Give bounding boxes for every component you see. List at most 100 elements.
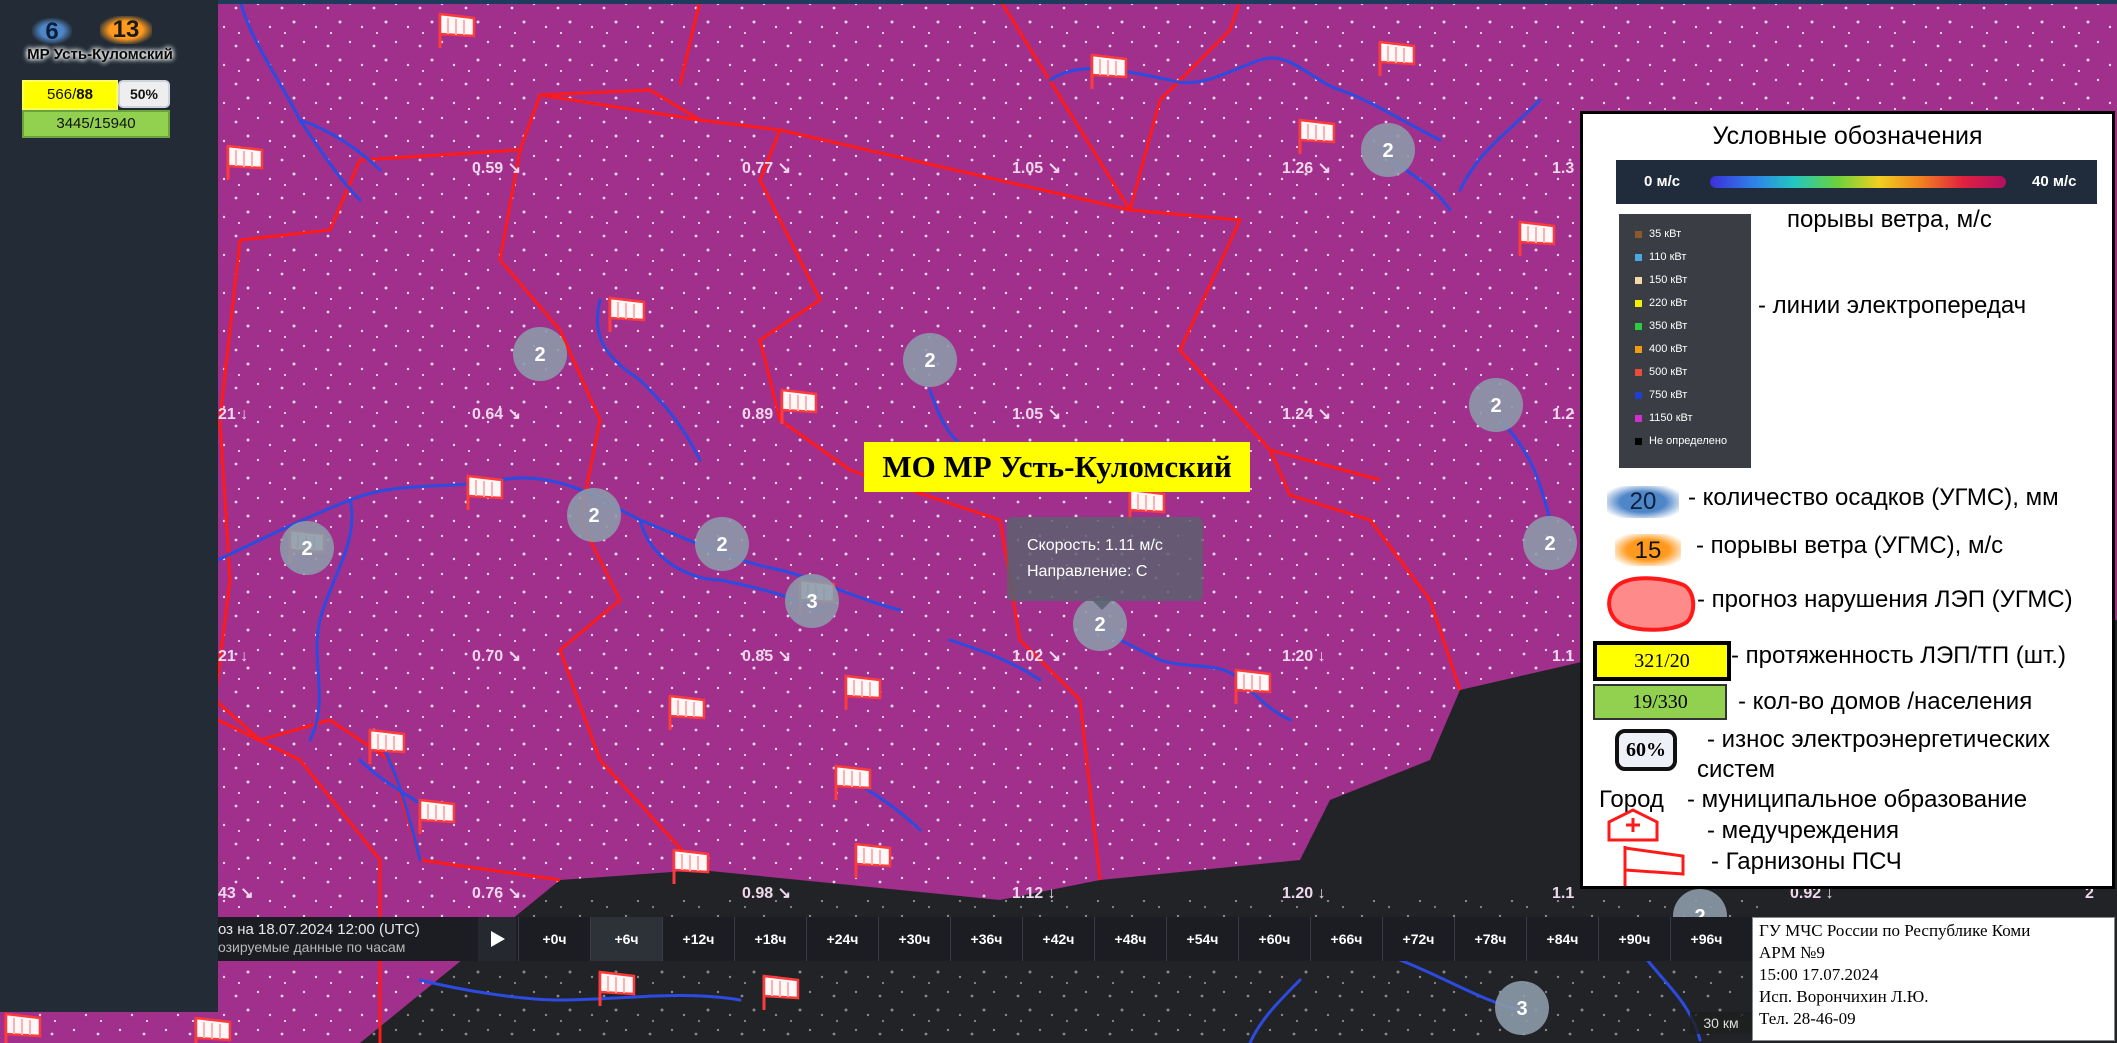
wear-sample: 60% <box>1615 729 1677 771</box>
wind-label: 1.05 ↘ <box>1012 406 1061 423</box>
cluster-marker[interactable]: 3 <box>1495 981 1549 1035</box>
svg-text:2: 2 <box>1382 140 1393 162</box>
stamp-org: ГУ МЧС России по Республике Коми <box>1759 921 2031 940</box>
timeline-step[interactable]: +24ч <box>806 917 878 961</box>
voltage-swatch <box>1635 368 1642 376</box>
timeline-step[interactable]: +18ч <box>734 917 806 961</box>
timeline-step[interactable]: +90ч <box>1598 917 1670 961</box>
cluster-marker[interactable]: 2 <box>903 333 957 387</box>
wind-label: 1.20 ↓ <box>1282 648 1326 665</box>
wind-label: 0.89 <box>742 406 773 423</box>
voltage-swatch <box>1635 322 1642 330</box>
tooltip-speed: Скорость: 1.11 м/с <box>1027 537 1163 554</box>
play-button[interactable] <box>478 917 516 961</box>
voltage-swatch <box>1635 345 1642 353</box>
garrison-caption: - Гарнизоны ПСЧ <box>1711 848 1902 875</box>
cluster-marker[interactable]: 2 <box>280 521 334 575</box>
voltage-swatch <box>1635 253 1642 261</box>
timeline-step[interactable]: +6ч <box>590 917 662 961</box>
forecast-timeline: оз на 18.07.2024 12:00 (UTC) озируемые д… <box>218 917 1752 961</box>
forecast-outage-icon <box>1607 576 1696 632</box>
timeline-step[interactable]: +30ч <box>878 917 950 961</box>
wind-scale-min: 0 м/с <box>1644 173 1681 190</box>
district-name[interactable]: МР Усть-Куломский <box>27 46 173 63</box>
tooltip-direction: Направление: С <box>1027 563 1148 580</box>
timeline-step[interactable]: +84ч <box>1526 917 1598 961</box>
timeline-step[interactable]: +36ч <box>950 917 1022 961</box>
operator-stamp: ГУ МЧС России по Республике Коми АРМ №9 … <box>1752 917 2115 1041</box>
precip-caption: - количество осадков (УГМС), мм <box>1688 484 2059 511</box>
cluster-marker[interactable]: 2 <box>567 488 621 542</box>
stamp-phone: Тел. 28-46-09 <box>1759 1009 1856 1028</box>
city-sample: Город <box>1599 786 1664 813</box>
svg-text:2: 2 <box>534 344 545 366</box>
forecast-date-label: оз на 18.07.2024 12:00 (UTC) <box>218 921 420 938</box>
svg-text:2: 2 <box>301 538 312 560</box>
cluster-marker[interactable]: 2 <box>695 517 749 571</box>
cluster-marker[interactable]: 2 <box>1361 123 1415 177</box>
timeline-step[interactable]: +66ч <box>1310 917 1382 961</box>
wind-label: 0.85 ↘ <box>742 648 791 665</box>
voltage-swatch <box>1635 230 1642 238</box>
svg-text:2: 2 <box>588 505 599 527</box>
medical-caption: - медучреждения <box>1707 817 1899 844</box>
top-bar <box>0 0 2117 4</box>
wind-label: 1.05 ↘ <box>1012 160 1061 177</box>
timeline-step[interactable]: +60ч <box>1238 917 1310 961</box>
cluster-marker[interactable]: 2 <box>1523 516 1577 570</box>
gust-badge: 13 <box>100 16 152 44</box>
wind-label: 0.59 ↘ <box>472 160 521 177</box>
legend-title: Условные обозначения <box>1712 122 1983 150</box>
timeline-step[interactable]: +72ч <box>1382 917 1454 961</box>
voltage-item: 350 кВт <box>1635 320 1687 332</box>
timeline-step[interactable]: +48ч <box>1094 917 1166 961</box>
wind-tooltip: Скорость: 1.11 м/с Направление: С <box>1007 517 1203 601</box>
wind-label: 1.12 ↓ <box>1012 885 1056 902</box>
timeline-step[interactable]: +12ч <box>662 917 734 961</box>
voltage-item: Не определено <box>1635 435 1727 447</box>
voltage-swatch <box>1635 414 1642 422</box>
timeline-step[interactable]: +96ч <box>1670 917 1742 961</box>
wind-label: 1.20 ↓ <box>1282 885 1326 902</box>
wind-label: 0.76 ↘ <box>472 885 521 902</box>
wind-gradient <box>1710 176 2006 188</box>
cluster-marker[interactable]: 3 <box>785 574 839 628</box>
voltage-swatch <box>1635 299 1642 307</box>
wind-label: 43 ↘ <box>218 885 254 902</box>
timeline-steps: +0ч +6ч +12ч +18ч +24ч +30ч +36ч +42ч +48ч +54ч +6… <box>518 917 1742 961</box>
cluster-marker[interactable]: 2 <box>1469 378 1523 432</box>
stamp-datetime: 15:00 17.07.2024 <box>1759 965 1879 984</box>
play-icon <box>491 931 505 947</box>
timeline-step[interactable]: +0ч <box>518 917 590 961</box>
wind-label: 0.92 ↓ <box>1790 885 1834 902</box>
lep-caption: - протяженность ЛЭП/ТП (шт.) <box>1731 642 2066 669</box>
forecast-sub-label: озируемые данные по часам <box>218 939 406 955</box>
power-lines-caption: - линии электропередач <box>1758 292 2027 319</box>
cluster-marker[interactable]: 2 <box>1073 597 1127 651</box>
svg-text:2: 2 <box>1544 533 1555 555</box>
wear-caption: - износ электроэнергетических <box>1707 726 2050 753</box>
voltage-swatch <box>1635 276 1642 284</box>
wind-label: 0.98 ↘ <box>742 885 791 902</box>
wind-label: 1.2 <box>1552 406 1574 423</box>
wind-label: 0.70 ↘ <box>472 648 521 665</box>
lep-length-badge: 566/88 <box>22 80 118 110</box>
houses-caption: - кол-во домов /населения <box>1738 688 2033 715</box>
houses-badge: 3445/15940 <box>22 110 170 138</box>
precip-sample: 20 <box>1607 486 1679 518</box>
voltage-swatch <box>1635 391 1642 399</box>
voltage-item: 35 кВт <box>1635 228 1681 240</box>
wind-label: 1.1 <box>1552 648 1574 665</box>
tp-count: 88 <box>76 86 93 103</box>
timeline-step[interactable]: +54ч <box>1166 917 1238 961</box>
svg-text:3: 3 <box>806 591 817 613</box>
wind-label: 1.24 ↘ <box>1282 406 1331 423</box>
forecast-caption: - прогноз нарушения ЛЭП (УГМС) <box>1697 586 2073 613</box>
timeline-step[interactable]: +78ч <box>1454 917 1526 961</box>
svg-text:2: 2 <box>1490 395 1501 417</box>
wind-label: 1.3 <box>1552 160 1574 177</box>
voltage-item: 220 кВт <box>1635 297 1687 309</box>
cluster-marker[interactable]: 2 <box>513 327 567 381</box>
timeline-step[interactable]: +42ч <box>1022 917 1094 961</box>
gust-sample: 15 <box>1615 534 1681 566</box>
